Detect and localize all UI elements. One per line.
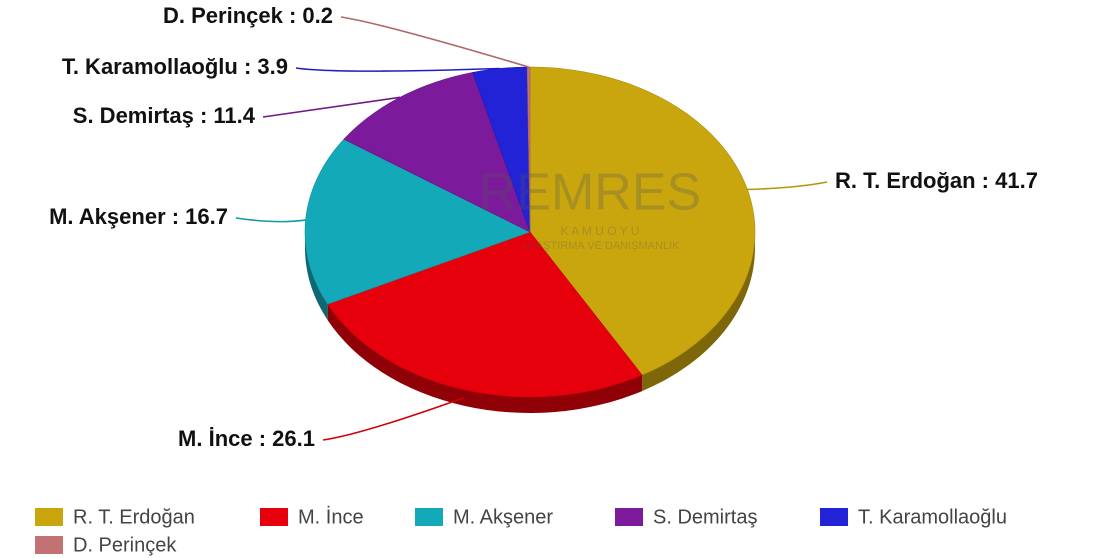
legend-swatch <box>35 508 63 526</box>
slice-side <box>305 232 328 321</box>
legend-label: D. Perinçek <box>73 534 177 556</box>
legend-swatch <box>820 508 848 526</box>
legend-label: T. Karamollaoğlu <box>858 506 1007 528</box>
watermark-line1: K A M U O Y U <box>561 224 640 238</box>
leader-line <box>322 396 465 441</box>
pie <box>304 66 756 414</box>
legend-label: R. T. Erdoğan <box>73 506 195 528</box>
data-label: T. Karamollaoğlu : 3.9 <box>62 54 288 79</box>
leader-line <box>235 217 306 223</box>
legend-swatch <box>260 508 288 526</box>
legend-label: M. İnce <box>298 505 364 528</box>
legend-swatch <box>615 508 643 526</box>
legend-label: M. Akşener <box>453 506 553 528</box>
legend-label: S. Demirtaş <box>653 506 757 528</box>
slice <box>327 231 643 398</box>
slice-side <box>327 304 643 414</box>
watermark: REMRES K A M U O Y U ARAŞTIRMA VE DANIŞM… <box>479 164 701 252</box>
data-label: D. Perinçek : 0.2 <box>163 3 333 28</box>
slice-side <box>642 232 755 392</box>
data-label: M. Akşener : 16.7 <box>49 204 228 229</box>
slice <box>304 138 531 305</box>
watermark-brand: REMRES <box>479 164 701 222</box>
leader-line <box>747 181 828 191</box>
legend-swatch <box>35 536 63 554</box>
leader-line <box>295 67 500 72</box>
legend-swatch <box>415 508 443 526</box>
leader-line <box>340 16 529 68</box>
data-label: S. Demirtaş : 11.4 <box>73 103 256 128</box>
slice <box>343 72 531 233</box>
data-label: R. T. Erdoğan : 41.7 <box>835 168 1038 193</box>
watermark-line2: ARAŞTIRMA VE DANIŞMANLIK <box>521 240 681 252</box>
leader-line <box>262 96 401 118</box>
data-label: M. İnce : 26.1 <box>178 426 315 451</box>
